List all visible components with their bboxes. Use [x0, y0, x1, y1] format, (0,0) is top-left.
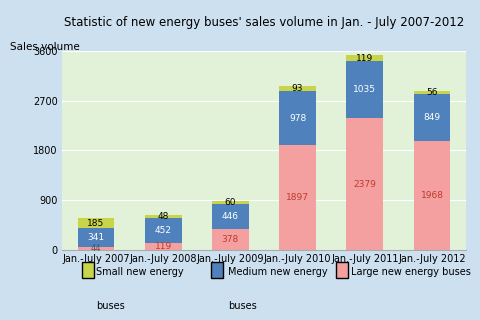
Bar — [346, 118, 383, 250]
Text: Small new energy: Small new energy — [96, 267, 184, 277]
Bar — [346, 55, 383, 61]
Bar — [413, 91, 450, 94]
Bar — [212, 204, 249, 229]
Text: 119: 119 — [155, 242, 172, 251]
Text: 60: 60 — [225, 198, 236, 207]
Bar — [145, 218, 181, 243]
Text: 93: 93 — [292, 84, 303, 93]
Text: 119: 119 — [356, 54, 373, 63]
Bar — [145, 215, 181, 218]
Bar — [145, 243, 181, 250]
Text: 446: 446 — [222, 212, 239, 221]
Bar — [212, 201, 249, 204]
Bar — [413, 141, 450, 250]
Title: Statistic of new energy buses' sales volume in Jan. - July 2007-2012: Statistic of new energy buses' sales vol… — [64, 16, 464, 29]
Text: 978: 978 — [289, 114, 306, 123]
Bar — [279, 145, 316, 250]
Text: 1035: 1035 — [353, 85, 376, 94]
Text: buses: buses — [228, 301, 257, 311]
Text: 341: 341 — [87, 233, 105, 242]
Text: 1897: 1897 — [286, 193, 309, 202]
Text: 185: 185 — [87, 219, 105, 228]
Text: 1968: 1968 — [420, 191, 444, 200]
Text: Large new energy buses: Large new energy buses — [351, 267, 471, 277]
Text: Medium new energy: Medium new energy — [228, 267, 328, 277]
Bar — [279, 86, 316, 91]
Bar — [346, 61, 383, 118]
Text: 2379: 2379 — [353, 180, 376, 188]
Text: 849: 849 — [423, 113, 441, 122]
Text: 452: 452 — [155, 226, 172, 235]
Bar — [413, 94, 450, 141]
Text: Sales volume: Sales volume — [10, 42, 79, 52]
Bar — [212, 229, 249, 250]
Text: buses: buses — [96, 301, 125, 311]
Bar — [78, 247, 115, 250]
Text: 44: 44 — [91, 244, 101, 253]
Bar — [78, 228, 115, 247]
Text: 56: 56 — [426, 88, 438, 97]
Text: 48: 48 — [157, 212, 169, 221]
Text: 378: 378 — [222, 235, 239, 244]
Bar — [78, 218, 115, 228]
Bar — [279, 91, 316, 145]
